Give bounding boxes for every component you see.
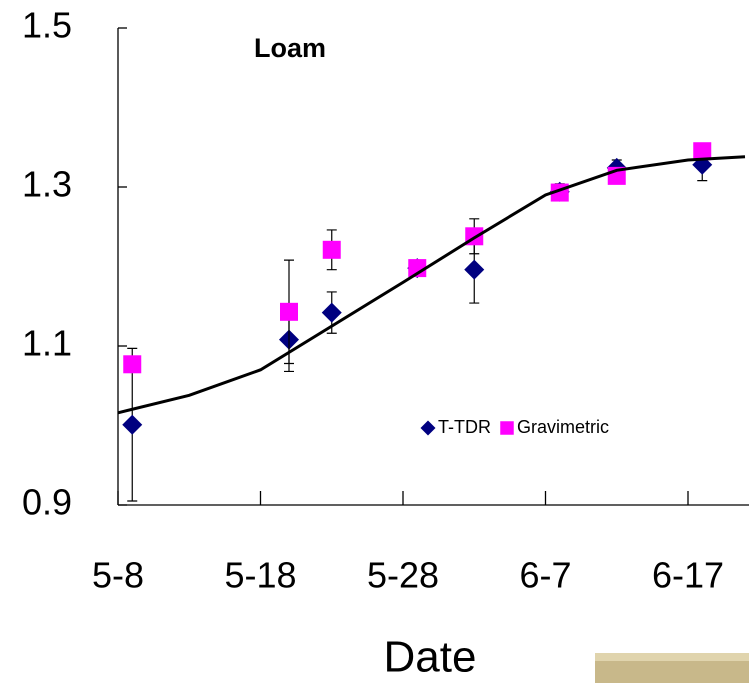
x-tick-label: 5-8: [92, 555, 144, 596]
y-tick-label: 1.3: [22, 164, 72, 205]
square-marker: [500, 421, 514, 435]
diamond-marker: [322, 303, 342, 323]
diamond-marker: [421, 421, 436, 436]
y-tick-label: 0.9: [22, 482, 72, 523]
chart-title: Loam: [254, 33, 326, 63]
x-tick-label: 5-18: [224, 555, 296, 596]
x-tick-label: 6-7: [519, 555, 571, 596]
diamond-marker: [122, 415, 142, 435]
square-marker: [323, 241, 341, 259]
diamond-marker: [464, 260, 484, 280]
x-axis-label: Date: [384, 633, 477, 682]
square-marker: [280, 303, 298, 321]
square-marker: [123, 355, 141, 373]
y-tick-label: 1.5: [22, 5, 72, 46]
x-tick-label: 6-17: [652, 555, 724, 596]
page: {"chart_data": {"type": "scatter", "titl…: [0, 0, 749, 683]
legend-label: Gravimetric: [517, 417, 609, 437]
photo-highlight: [595, 653, 749, 661]
fit-line: [118, 157, 745, 413]
x-tick-label: 5-28: [367, 555, 439, 596]
y-tick-label: 1.1: [22, 323, 72, 364]
chart: Loam Date 0.9 1.1 1.3 1.5 5-8 5-18 5-28 6-7 6-17…: [0, 0, 749, 683]
legend-label: T-TDR: [438, 417, 491, 437]
